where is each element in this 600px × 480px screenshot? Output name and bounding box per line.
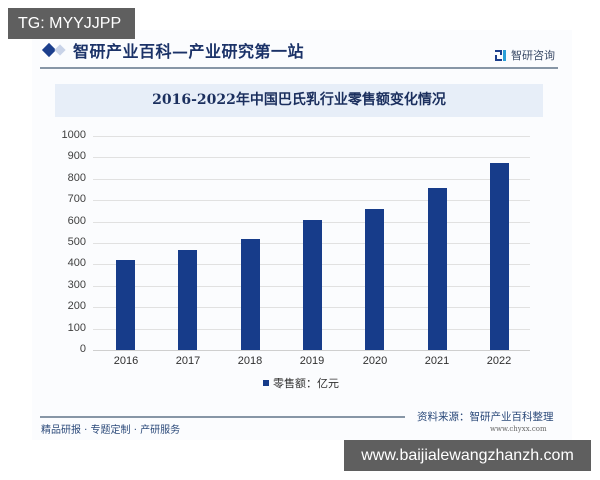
- gridline: [93, 200, 530, 201]
- bar-2020: [365, 209, 384, 350]
- y-tick-label: 800: [67, 172, 86, 184]
- bar-2019: [303, 220, 322, 350]
- logo-text: 智研咨询: [511, 49, 555, 62]
- header-divider: [40, 67, 558, 69]
- bar-2016: [116, 259, 135, 350]
- footer-divider: [40, 416, 405, 418]
- gridline: [93, 157, 530, 158]
- overlay-badge-bottom: www.baijialewangzhanzh.com: [344, 440, 591, 471]
- y-tick-label: 200: [67, 300, 86, 312]
- x-tick-label: 2016: [113, 355, 139, 367]
- legend-label: 零售额：亿元: [273, 377, 339, 390]
- footer-source: 资料来源：智研产业百科整理: [417, 411, 554, 423]
- bar-2017: [178, 250, 197, 350]
- y-tick-label: 900: [67, 150, 86, 162]
- footer-services: 精品研报 · 专题定制 · 产研服务: [41, 425, 181, 436]
- y-tick-label: 0: [79, 343, 86, 355]
- bar-2022: [490, 163, 509, 350]
- y-tick-label: 100: [67, 322, 86, 334]
- y-tick-label: 1000: [61, 129, 86, 141]
- gridline: [93, 179, 530, 180]
- bar-2018: [241, 238, 260, 350]
- chart-legend: 零售额：亿元: [263, 375, 339, 391]
- chart-title-band: [55, 84, 543, 117]
- y-tick-label: 600: [67, 215, 86, 227]
- x-axis-line: [93, 350, 530, 351]
- x-tick-label: 2020: [362, 355, 388, 367]
- x-tick-label: 2021: [424, 355, 450, 367]
- y-tick-label: 400: [67, 257, 86, 269]
- legend-swatch-icon: [263, 380, 269, 386]
- footer-url: www.chyxx.com: [490, 425, 547, 433]
- gridline: [93, 136, 530, 137]
- bar-2021: [428, 188, 447, 350]
- brand-logo: 智研咨询: [495, 47, 555, 63]
- y-tick-label: 300: [67, 279, 86, 291]
- x-tick-label: 2017: [175, 355, 201, 367]
- chart-title: 2016-2022年中国巴氏乳行业零售额变化情况: [152, 92, 446, 108]
- y-tick-label: 500: [67, 236, 86, 248]
- overlay-badge-top: TG: MYYJJPP: [8, 8, 135, 39]
- logo-icon: [495, 49, 507, 61]
- x-tick-label: 2019: [299, 355, 325, 367]
- x-tick-label: 2018: [237, 355, 263, 367]
- header-title: 智研产业百科—产业研究第一站: [73, 42, 305, 61]
- y-tick-label: 700: [67, 193, 86, 205]
- x-tick-label: 2022: [486, 355, 512, 367]
